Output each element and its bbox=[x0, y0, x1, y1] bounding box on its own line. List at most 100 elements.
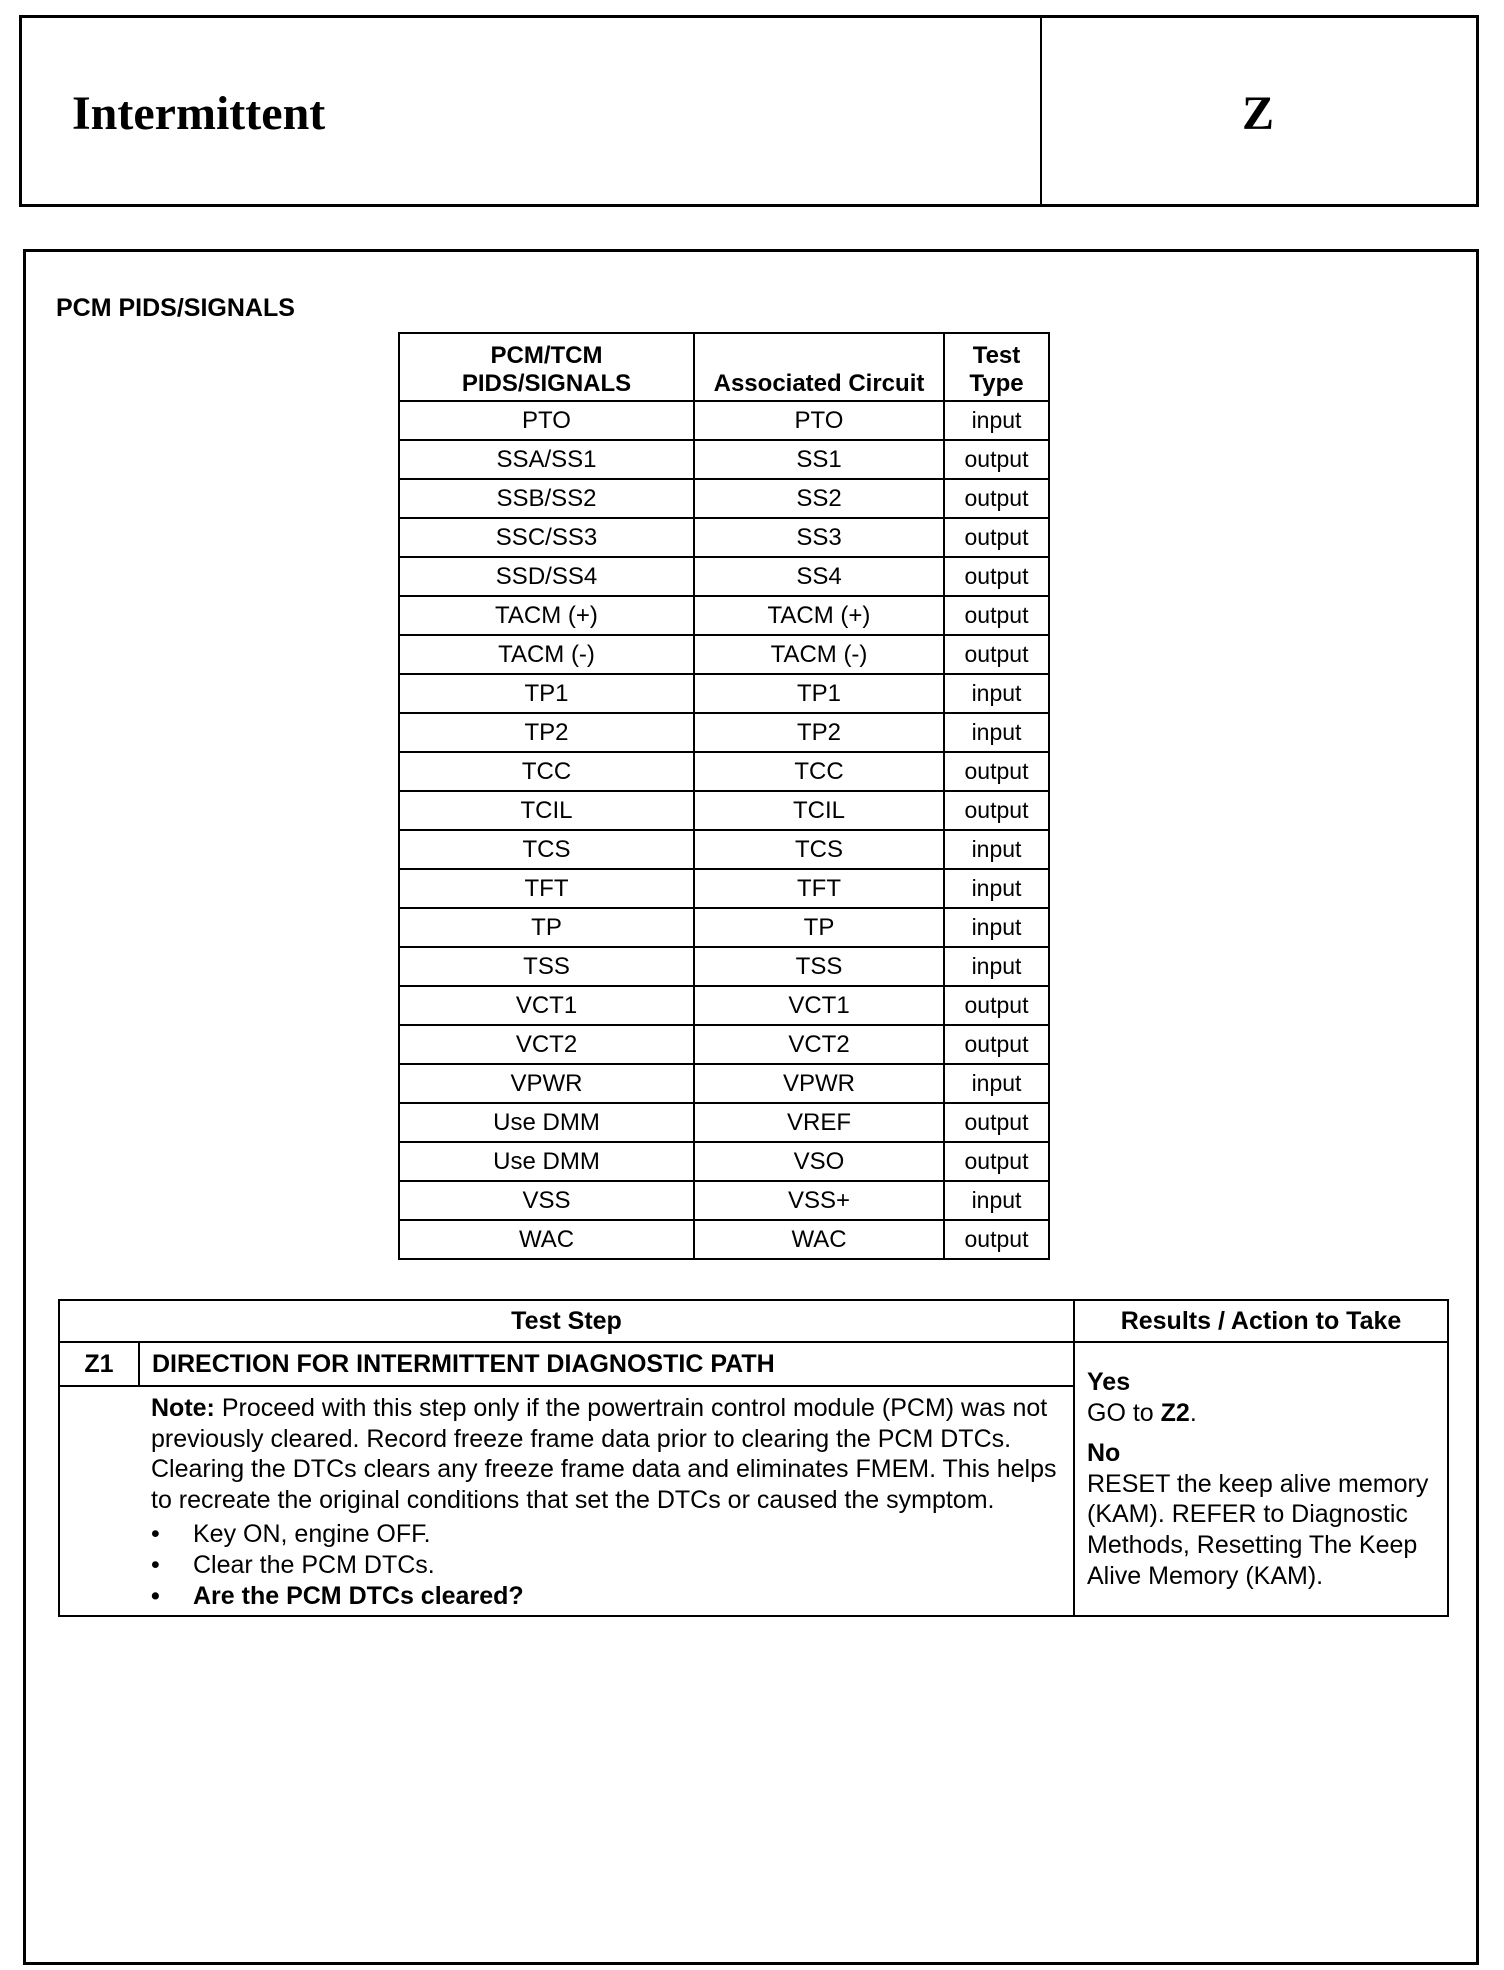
circuit-cell: SS3 bbox=[693, 517, 945, 558]
test-type-cell: output bbox=[943, 478, 1050, 519]
circuit-cell: TACM (+) bbox=[693, 595, 945, 636]
step-bullets: Key ON, engine OFF. Clear the PCM DTCs. … bbox=[151, 1519, 1061, 1611]
circuit-cell: WAC bbox=[693, 1219, 945, 1260]
circuit-cell: VCT1 bbox=[693, 985, 945, 1026]
test-type-cell: output bbox=[943, 556, 1050, 597]
content-box: PCM PIDS/SIGNALS PCM/TCM PIDS/SIGNALS Ass… bbox=[23, 249, 1479, 1965]
table-row: TCC TCC output bbox=[398, 751, 1050, 792]
table-row: TACM (+) TACM (+) output bbox=[398, 595, 1050, 636]
test-type-cell: input bbox=[943, 1180, 1050, 1221]
circuit-cell: VSO bbox=[693, 1141, 945, 1182]
circuit-cell: TP2 bbox=[693, 712, 945, 753]
test-type-cell: output bbox=[943, 634, 1050, 675]
yes-action: GO to Z2. bbox=[1087, 1398, 1197, 1427]
table-row: TFT TFT input bbox=[398, 868, 1050, 909]
page-header: Intermittent Z bbox=[19, 15, 1479, 207]
pid-cell: TSS bbox=[398, 946, 695, 987]
step-title-row: Z1 DIRECTION FOR INTERMITTENT DIAGNOSTIC… bbox=[58, 1340, 1449, 1618]
bullet-question: Are the PCM DTCs cleared? bbox=[151, 1581, 1061, 1612]
test-type-cell: input bbox=[943, 712, 1050, 753]
table-row: Use DMM VREF output bbox=[398, 1102, 1050, 1143]
no-label: No bbox=[1087, 1439, 1121, 1468]
step-body-row: Note: Proceed with this step only if the… bbox=[58, 1384, 1448, 1618]
pid-cell: TP1 bbox=[398, 673, 695, 714]
pid-cell: SSC/SS3 bbox=[398, 517, 695, 558]
pid-cell: VSS bbox=[398, 1180, 695, 1221]
bullet-item: Key ON, engine OFF. bbox=[151, 1519, 1061, 1550]
circuit-cell: TFT bbox=[693, 868, 945, 909]
circuit-cell: VPWR bbox=[693, 1063, 945, 1104]
table-row: TP TP input bbox=[398, 907, 1050, 948]
table-row: VCT1 VCT1 output bbox=[398, 985, 1050, 1026]
note-text: Note: Proceed with this step only if the… bbox=[151, 1394, 1057, 1514]
circuit-cell: TP1 bbox=[693, 673, 945, 714]
test-type-cell: output bbox=[943, 985, 1050, 1026]
circuit-cell: TCIL bbox=[693, 790, 945, 831]
table-row: TP1 TP1 input bbox=[398, 673, 1050, 714]
pid-cell: VPWR bbox=[398, 1063, 695, 1104]
circuit-cell: SS4 bbox=[693, 556, 945, 597]
section-title: PCM PIDS/SIGNALS bbox=[56, 294, 295, 322]
no-action: RESET the keep alive memory (KAM). REFER… bbox=[1087, 1469, 1429, 1590]
test-type-cell: input bbox=[943, 907, 1050, 948]
circuit-cell: VSS+ bbox=[693, 1180, 945, 1221]
header-divider bbox=[1040, 18, 1042, 204]
results-cell: Yes GO to Z2. No RESET the keep alive me… bbox=[1073, 1340, 1449, 1618]
test-step-header-row: Test Step Results / Action to Take bbox=[58, 1299, 1449, 1343]
bullet-item: Clear the PCM DTCs. bbox=[151, 1550, 1061, 1581]
step-title: DIRECTION FOR INTERMITTENT DIAGNOSTIC PA… bbox=[138, 1341, 1075, 1387]
pid-cell: TP2 bbox=[398, 712, 695, 753]
col-header-test-step: Test Step bbox=[58, 1299, 1075, 1343]
circuit-cell: TSS bbox=[693, 946, 945, 987]
table-row: TCIL TCIL output bbox=[398, 790, 1050, 831]
test-type-cell: output bbox=[943, 1024, 1050, 1065]
circuit-cell: VCT2 bbox=[693, 1024, 945, 1065]
circuit-cell: TACM (-) bbox=[693, 634, 945, 675]
pid-cell: Use DMM bbox=[398, 1141, 695, 1182]
goto-link[interactable]: Z2 bbox=[1160, 1398, 1190, 1427]
test-type-cell: output bbox=[943, 439, 1050, 480]
step-id-spacer bbox=[58, 1386, 139, 1618]
table-row: SSD/SS4 SS4 output bbox=[398, 556, 1050, 597]
circuit-cell: SS2 bbox=[693, 478, 945, 519]
test-type-cell: output bbox=[943, 1219, 1050, 1260]
table-row: PTO PTO input bbox=[398, 400, 1050, 441]
table-row: TACM (-) TACM (-) output bbox=[398, 634, 1050, 675]
table-row: TSS TSS input bbox=[398, 946, 1050, 987]
circuit-cell: TCC bbox=[693, 751, 945, 792]
test-type-cell: input bbox=[943, 946, 1050, 987]
pid-cell: VCT1 bbox=[398, 985, 695, 1026]
pid-cell: SSB/SS2 bbox=[398, 478, 695, 519]
test-type-cell: output bbox=[943, 1141, 1050, 1182]
table-row: VSS VSS+ input bbox=[398, 1180, 1050, 1221]
test-type-cell: input bbox=[943, 400, 1050, 441]
pids-table: PCM/TCM PIDS/SIGNALS Associated Circuit T… bbox=[398, 332, 1050, 1260]
pid-cell: Use DMM bbox=[398, 1102, 695, 1143]
test-type-cell: output bbox=[943, 595, 1050, 636]
test-type-cell: input bbox=[943, 1063, 1050, 1104]
pids-header-row: PCM/TCM PIDS/SIGNALS Associated Circuit T… bbox=[398, 332, 1050, 402]
table-row: WAC WAC output bbox=[398, 1219, 1050, 1260]
test-type-cell: output bbox=[943, 790, 1050, 831]
circuit-cell: SS1 bbox=[693, 439, 945, 480]
pid-cell: VCT2 bbox=[398, 1024, 695, 1065]
table-row: SSC/SS3 SS3 output bbox=[398, 517, 1050, 558]
section-code: Z bbox=[1241, 87, 1274, 140]
test-type-cell: input bbox=[943, 829, 1050, 870]
col-header-circuit: Associated Circuit bbox=[693, 332, 945, 402]
circuit-cell: TP bbox=[693, 907, 945, 948]
circuit-cell: TCS bbox=[693, 829, 945, 870]
test-type-cell: output bbox=[943, 751, 1050, 792]
step-body: Note: Proceed with this step only if the… bbox=[139, 1384, 1075, 1618]
test-type-cell: output bbox=[943, 517, 1050, 558]
pid-cell: TFT bbox=[398, 868, 695, 909]
pid-cell: SSD/SS4 bbox=[398, 556, 695, 597]
test-type-cell: output bbox=[943, 1102, 1050, 1143]
step-id: Z1 bbox=[58, 1341, 140, 1387]
table-row: Use DMM VSO output bbox=[398, 1141, 1050, 1182]
table-row: SSB/SS2 SS2 output bbox=[398, 478, 1050, 519]
test-type-cell: input bbox=[943, 868, 1050, 909]
table-row: VCT2 VCT2 output bbox=[398, 1024, 1050, 1065]
col-header-test-type: Test Type bbox=[943, 332, 1050, 402]
circuit-cell: VREF bbox=[693, 1102, 945, 1143]
